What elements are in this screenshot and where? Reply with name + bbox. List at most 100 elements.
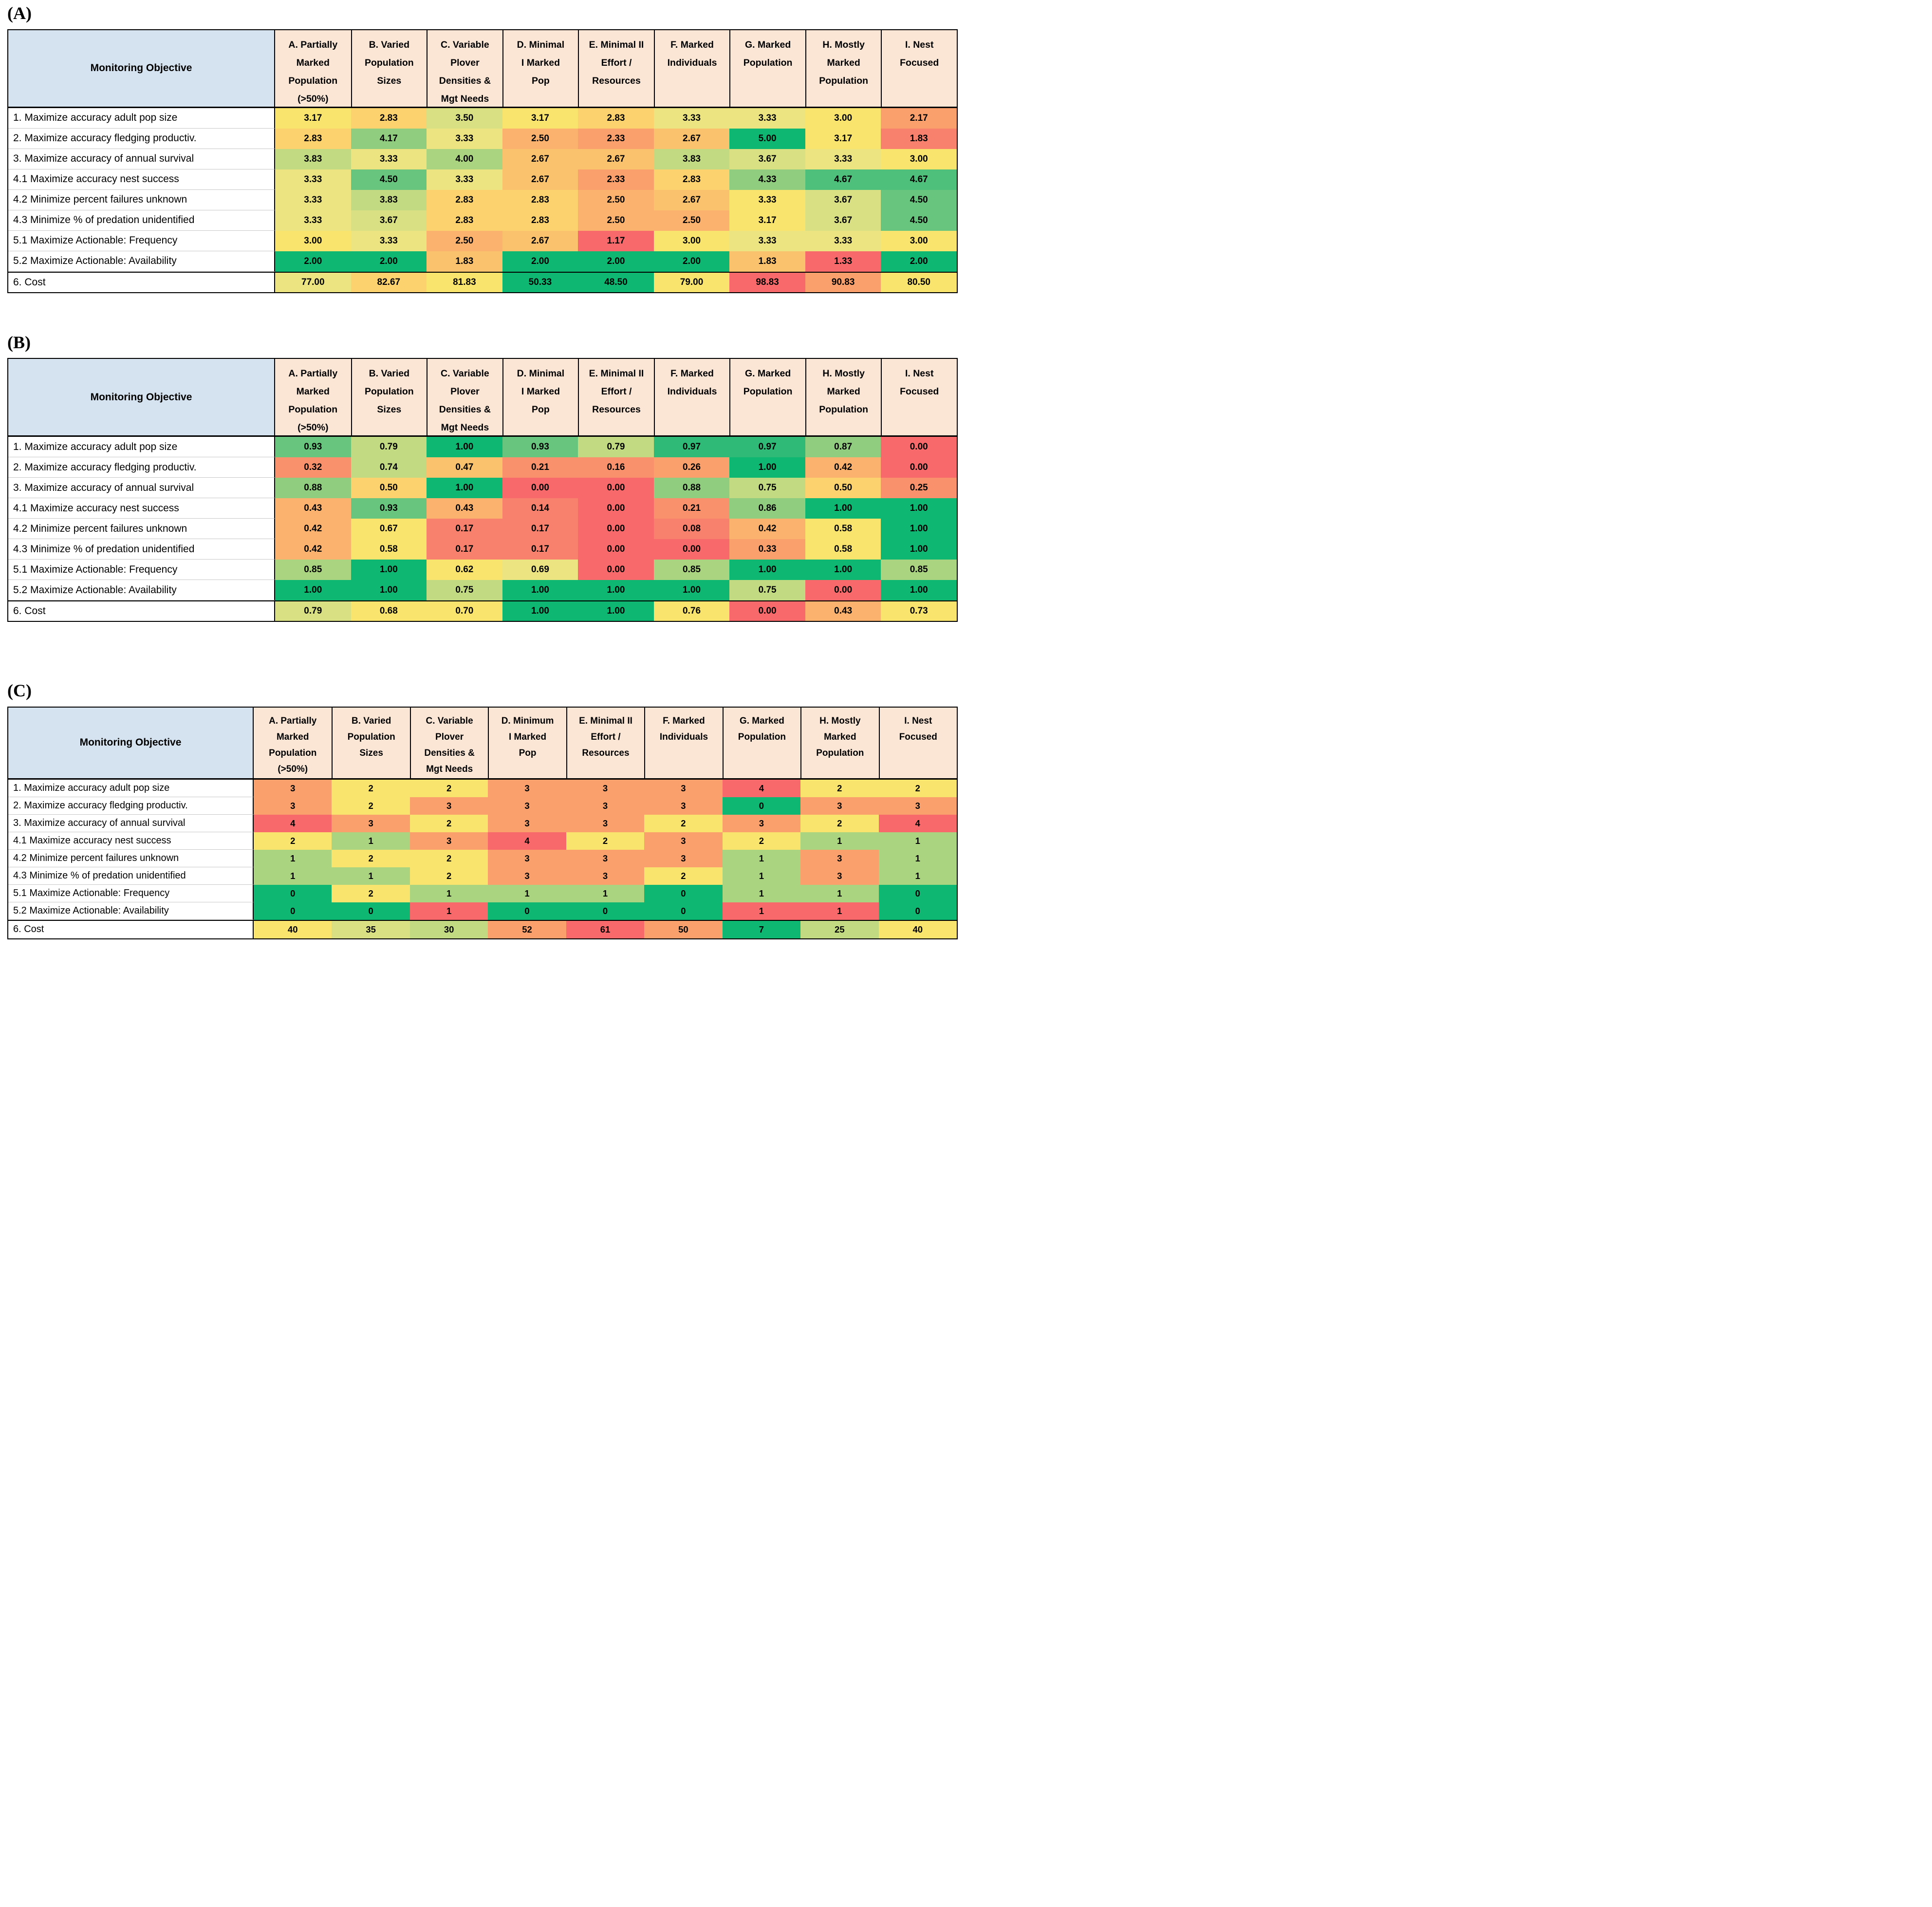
heatmap-cell: 3.83 (275, 149, 351, 169)
heatmap-cell: 0 (488, 902, 566, 920)
heatmap-cell: 1.00 (653, 580, 730, 601)
heatmap-cell: 2.50 (502, 128, 578, 149)
heatmap-cell: 3.33 (805, 149, 881, 169)
heatmap-cell: 3.33 (275, 210, 351, 231)
heatmap-cell: 2 (800, 814, 879, 832)
heatmap-cell: 3 (644, 779, 723, 797)
heatmap-cell: 0.00 (578, 478, 654, 499)
heatmap-cell: 3.33 (427, 128, 502, 149)
heatmap-cell: 3.50 (427, 108, 502, 129)
heatmap-cell: 0.62 (427, 560, 502, 580)
heatmap-cell: 0.00 (729, 600, 805, 621)
heatmap-cell: 2 (254, 832, 332, 850)
heatmap-cell: 2.83 (502, 210, 578, 231)
heatmap-cell: 1.00 (805, 498, 881, 519)
column-header: A. Partially Marked Population (>50%) (275, 30, 351, 108)
heatmap-cell: 0 (878, 902, 957, 920)
heatmap-cell: 2.67 (653, 189, 730, 210)
panel-a-label: (A) (7, 3, 32, 23)
heatmap-cell: 2 (409, 849, 488, 867)
heatmap-cell: 80.50 (881, 271, 957, 292)
heatmap-cell: 0.00 (502, 478, 578, 499)
heatmap-cell: 3.67 (805, 210, 881, 231)
heatmap-cell: 3.33 (427, 169, 502, 190)
row-label: 5.2 Maximize Actionable: Availability (8, 902, 254, 920)
heatmap-cell: 1 (800, 884, 879, 902)
heatmap-cell: 0 (722, 797, 801, 815)
heatmap-cell: 1 (878, 849, 957, 867)
heatmap-cell: 0.00 (653, 539, 730, 560)
heatmap-cell: 0.97 (729, 437, 805, 458)
heatmap-cell: 1 (878, 832, 957, 850)
heatmap-cell: 1 (332, 832, 410, 850)
heatmap-cell: 3.17 (729, 210, 805, 231)
heatmap-table-a: Monitoring Objective A. Partially Marked … (7, 29, 958, 293)
heatmap-cell: 4.67 (805, 169, 881, 190)
heatmap-cell: 0.00 (578, 539, 654, 560)
heatmap-cell: 2.00 (502, 251, 578, 272)
heatmap-cell: 0.17 (427, 519, 502, 540)
heatmap-cell: 1.00 (427, 478, 502, 499)
heatmap-cell: 3 (488, 814, 566, 832)
heatmap-cell: 3.33 (275, 189, 351, 210)
heatmap-cell: 3 (488, 779, 566, 797)
heatmap-cell: 0.00 (881, 457, 957, 478)
heatmap-cell: 3 (566, 779, 645, 797)
row-label: 4.3 Minimize % of predation unidentified (8, 539, 275, 560)
heatmap-cell: 2 (644, 814, 723, 832)
heatmap-cell: 2.00 (578, 251, 654, 272)
heatmap-cell: 4.67 (881, 169, 957, 190)
heatmap-cell: 3 (488, 849, 566, 867)
heatmap-cell: 1.17 (578, 230, 654, 251)
heatmap-cell: 0.43 (805, 600, 881, 621)
heatmap-cell: 0.75 (427, 580, 502, 601)
heatmap-cell: 3.00 (653, 230, 730, 251)
heatmap-cell: 2 (332, 884, 410, 902)
corner-header: Monitoring Objective (8, 30, 275, 108)
heatmap-cell: 4.50 (881, 189, 957, 210)
row-label: 1. Maximize accuracy adult pop size (8, 779, 254, 797)
heatmap-cell: 0.00 (805, 580, 881, 601)
heatmap-cell: 1.00 (351, 560, 427, 580)
heatmap-cell: 1.83 (729, 251, 805, 272)
heatmap-cell: 4.50 (351, 169, 427, 190)
row-label: 2. Maximize accuracy fledging productiv. (8, 797, 254, 815)
column-header: I. Nest Focused (881, 359, 957, 437)
row-label: 3. Maximize accuracy of annual survival (8, 814, 254, 832)
row-label: 4.3 Minimize % of predation unidentified (8, 210, 275, 231)
heatmap-cell: 1.00 (805, 560, 881, 580)
panel-a: (A) Monitoring Objective A. Partially Mar… (7, 3, 966, 293)
heatmap-cell: 0.76 (653, 600, 730, 621)
heatmap-cell: 2 (566, 832, 645, 850)
heatmap-cell: 3 (332, 814, 410, 832)
heatmap-cell: 61 (566, 919, 645, 938)
column-header: C. Variable Plover Densities & Mgt Needs (409, 707, 488, 780)
heatmap-cell: 3 (644, 832, 723, 850)
heatmap-cell: 1 (409, 884, 488, 902)
heatmap-cell: 0.75 (729, 580, 805, 601)
corner-header: Monitoring Objective (8, 359, 275, 437)
heatmap-cell: 5.00 (729, 128, 805, 149)
heatmap-cell: 0.68 (351, 600, 427, 621)
heatmap-cell: 3 (878, 797, 957, 815)
heatmap-cell: 3 (722, 814, 801, 832)
heatmap-cell: 0.88 (275, 478, 351, 499)
heatmap-cell: 0.42 (275, 539, 351, 560)
heatmap-cell: 0.70 (427, 600, 502, 621)
heatmap-cell: 50 (644, 919, 723, 938)
heatmap-cell: 0.58 (805, 539, 881, 560)
heatmap-cell: 0.73 (881, 600, 957, 621)
heatmap-cell: 0.42 (805, 457, 881, 478)
heatmap-cell: 77.00 (275, 271, 351, 292)
heatmap-cell: 0.00 (578, 498, 654, 519)
heatmap-cell: 2.67 (502, 169, 578, 190)
heatmap-cell: 2.83 (427, 210, 502, 231)
heatmap-cell: 7 (722, 919, 801, 938)
column-header: D. Minimal I Marked Pop (502, 359, 578, 437)
heatmap-cell: 0.79 (275, 600, 351, 621)
heatmap-cell: 3 (800, 849, 879, 867)
heatmap-cell: 3.67 (805, 189, 881, 210)
column-header: B. Varied Population Sizes (351, 359, 427, 437)
heatmap-cell: 2.50 (578, 210, 654, 231)
heatmap-cell: 0.21 (502, 457, 578, 478)
